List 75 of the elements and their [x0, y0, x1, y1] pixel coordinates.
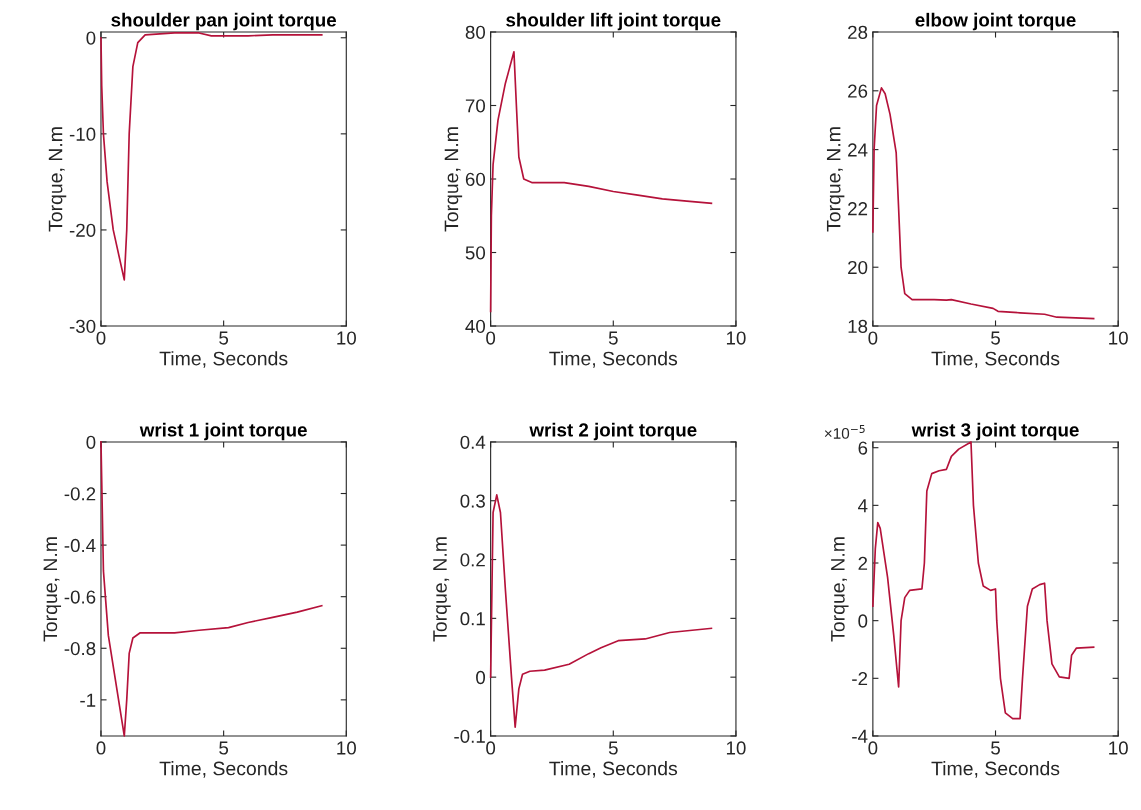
line-series [489, 494, 713, 728]
y-tick-label: -30 [69, 319, 96, 333]
x-tick-label: 0 [868, 741, 878, 755]
y-tick-label: 2 [858, 556, 868, 570]
y-tick-label: 24 [848, 143, 868, 157]
y-tick-label: 80 [465, 25, 486, 39]
y-tick-label: -20 [69, 223, 96, 237]
x-tick-label: 0 [96, 331, 106, 345]
y-tick-label: 28 [848, 25, 868, 39]
x-tick-label: 5 [219, 741, 229, 755]
y-tick-label: -10 [69, 127, 96, 141]
y-tick-label: 0 [858, 614, 868, 628]
x-tick-label: 10 [1109, 331, 1128, 345]
x-axis-title: Time, Seconds [549, 351, 678, 368]
chart-title: wrist 2 joint torque [529, 422, 697, 441]
y-axis-title: Torque, N.m [43, 537, 62, 642]
x-tick-label: 10 [337, 741, 356, 755]
x-tick-label: 10 [337, 331, 356, 345]
line-series [872, 441, 1095, 720]
y-tick-label: -0.6 [64, 590, 96, 604]
chart-title: shoulder lift joint torque [506, 12, 721, 31]
y-tick-label: 26 [848, 84, 868, 98]
x-axis-title: Time, Seconds [931, 351, 1060, 368]
chart-title: wrist 1 joint torque [139, 422, 307, 441]
text: ×10$^{−5}$ [824, 425, 865, 439]
y-tick-label: -0.8 [64, 641, 96, 656]
x-axis-title: Time, Seconds [159, 761, 288, 778]
x-tick-label: 0 [868, 331, 878, 345]
y-tick-label: -2 [852, 672, 868, 686]
y-tick-label: -0.2 [64, 487, 96, 501]
y-axis-title: Torque, N.m [444, 127, 463, 232]
y-tick-label: 22 [848, 202, 868, 216]
y-axis-title: Torque, N.m [831, 537, 849, 642]
y-tick-label: 70 [465, 99, 486, 113]
x-tick-label: 5 [608, 741, 618, 755]
chart-title: elbow joint torque [915, 12, 1076, 31]
y-tick-label: 0 [86, 435, 96, 449]
y-tick-label: 0.2 [460, 553, 485, 567]
chart-title: wrist 3 joint torque [911, 422, 1079, 441]
x-tick-label: 10 [726, 741, 746, 755]
x-tick-label: 5 [991, 331, 1000, 345]
x-axis-title: Time, Seconds [549, 761, 678, 778]
y-tick-label: 0.1 [460, 612, 485, 626]
y-axis-title: Torque, N.m [433, 537, 451, 642]
y-tick-label: 40 [465, 319, 486, 333]
x-tick-label: 10 [1109, 741, 1128, 755]
x-tick-label: 5 [608, 331, 618, 345]
line-series [489, 51, 713, 313]
y-tick-label: 60 [465, 172, 486, 186]
x-tick-label: 0 [96, 741, 106, 755]
x-tick-label: 10 [726, 331, 746, 345]
y-tick-label: -4 [852, 729, 868, 743]
x-tick-label: 5 [219, 331, 229, 345]
y-tick-label: 20 [848, 260, 868, 275]
x-axis-title: Time, Seconds [159, 351, 288, 368]
x-axis-title: Time, Seconds [931, 761, 1060, 778]
y-tick-label: 6 [858, 441, 868, 455]
line-series [100, 32, 323, 281]
y-tick-label: 18 [848, 319, 868, 333]
y-axis-title: Torque, N.m [48, 127, 67, 232]
y-tick-label: -0.1 [454, 729, 485, 743]
y-tick-label: -0.4 [64, 538, 96, 553]
y-tick-label: 0.4 [460, 435, 486, 449]
y-tick-label: 0 [476, 670, 486, 685]
y-tick-label: 0.3 [460, 494, 485, 508]
chart-title: shoulder pan joint torque [111, 12, 337, 31]
y-tick-label: 4 [858, 499, 868, 513]
y-tick-label: 0 [86, 31, 96, 45]
y-tick-label: 50 [465, 246, 486, 260]
y-axis-title: Torque, N.m [826, 127, 845, 232]
x-tick-label: 5 [991, 741, 1000, 755]
x-tick-label: 0 [486, 741, 496, 755]
x-tick-label: 0 [486, 331, 496, 345]
y-tick-label: -1 [80, 693, 96, 707]
line-series [872, 87, 1095, 320]
